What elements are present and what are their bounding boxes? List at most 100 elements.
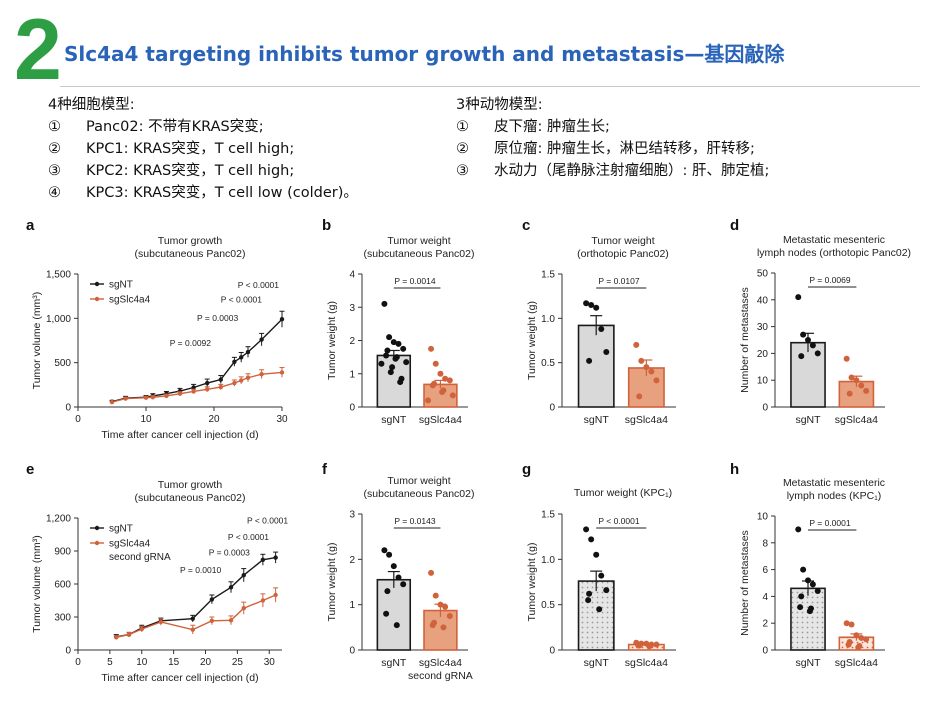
y-axis-label: Tumor weight (g) bbox=[526, 543, 538, 622]
y-tick-label: 1.0 bbox=[541, 314, 555, 325]
p-value-annotation: P = 0.0010 bbox=[180, 565, 221, 575]
p-value-annotation: P < 0.0001 bbox=[598, 516, 639, 526]
data-point bbox=[279, 370, 285, 375]
x-tick-label: 10 bbox=[140, 414, 152, 425]
data-point bbox=[259, 337, 264, 342]
data-point bbox=[209, 597, 215, 602]
data-point bbox=[139, 626, 144, 632]
slide-number: 2 bbox=[14, 2, 62, 98]
bar-sgNT bbox=[790, 587, 826, 651]
y-tick-label: 500 bbox=[54, 358, 71, 369]
data-point bbox=[390, 563, 397, 570]
y-tick-label: 1 bbox=[349, 369, 355, 380]
x-tick-label: 20 bbox=[200, 657, 212, 668]
data-point bbox=[855, 644, 862, 651]
chart-subtitle: lymph nodes (KPC₁) bbox=[787, 490, 882, 502]
p-value-annotation: P < 0.0001 bbox=[247, 516, 288, 526]
data-point bbox=[158, 619, 164, 625]
data-point bbox=[239, 378, 244, 383]
data-point bbox=[446, 377, 453, 384]
data-point bbox=[648, 368, 655, 375]
data-point bbox=[393, 622, 400, 629]
data-point bbox=[596, 606, 603, 613]
data-point bbox=[429, 382, 436, 389]
data-point bbox=[397, 379, 404, 386]
data-point bbox=[432, 360, 439, 367]
data-point bbox=[797, 604, 804, 611]
p-value-annotation: P = 0.0069 bbox=[809, 275, 850, 285]
p-value-annotation: P = 0.0143 bbox=[394, 516, 435, 526]
y-tick-label: 30 bbox=[757, 322, 769, 333]
x-tick-label: 15 bbox=[168, 657, 180, 668]
data-point bbox=[425, 397, 432, 404]
data-point bbox=[400, 581, 407, 588]
p-value-annotation: P = 0.0003 bbox=[209, 547, 250, 557]
data-point bbox=[232, 380, 237, 386]
data-point bbox=[383, 352, 390, 359]
data-point bbox=[384, 588, 391, 595]
data-point bbox=[638, 357, 645, 364]
data-point bbox=[232, 359, 237, 364]
data-point bbox=[241, 606, 246, 611]
data-point bbox=[843, 620, 850, 627]
list-item: ③ 水动力（尾静脉注射瘤细胞）: 肝、肺定植; bbox=[456, 160, 769, 182]
y-tick-label: 2 bbox=[349, 555, 355, 566]
panel-letter-e: e bbox=[26, 461, 34, 478]
data-point bbox=[245, 349, 251, 355]
y-tick-label: 1,500 bbox=[46, 270, 71, 281]
series-line-sgSlc4a4 bbox=[116, 594, 276, 639]
data-point bbox=[273, 555, 278, 560]
list-text: 皮下瘤: 肿瘤生长; bbox=[494, 119, 610, 135]
panel-letter-a: a bbox=[26, 217, 35, 234]
y-axis-label: Tumor weight (g) bbox=[526, 301, 538, 380]
y-tick-label: 0 bbox=[65, 646, 71, 657]
title-divider bbox=[60, 86, 920, 87]
panel-letter-c: c bbox=[522, 217, 530, 234]
data-point bbox=[593, 551, 600, 558]
data-point bbox=[636, 393, 643, 400]
legend-marker bbox=[94, 540, 100, 546]
data-point bbox=[583, 300, 590, 307]
data-point bbox=[588, 302, 595, 309]
chart-title: Metastatic mesenteric bbox=[783, 477, 885, 489]
data-point bbox=[392, 355, 399, 362]
list-item: ③ KPC2: KRAS突变，T cell high; bbox=[48, 160, 358, 182]
data-point bbox=[150, 395, 155, 400]
y-tick-label: 1.0 bbox=[541, 555, 555, 566]
panel-letter-h: h bbox=[730, 461, 739, 478]
list-item: ① Panc02: 不带有KRAS突变; bbox=[48, 116, 358, 138]
data-point bbox=[798, 353, 805, 360]
y-tick-label: 600 bbox=[54, 580, 71, 591]
legend-label: sgNT bbox=[109, 524, 133, 535]
data-point bbox=[428, 345, 435, 352]
data-point bbox=[853, 377, 860, 384]
x-tick-label: 25 bbox=[232, 657, 244, 668]
y-tick-label: 1,200 bbox=[46, 514, 71, 525]
chart-subtitle: (subcutaneous Panc02) bbox=[135, 492, 246, 504]
data-point bbox=[390, 339, 397, 346]
bar-sgNT bbox=[376, 578, 412, 651]
legend-label: sgNT bbox=[109, 280, 133, 291]
p-value-annotation: P = 0.0003 bbox=[197, 313, 238, 323]
line-chart-a: Tumor growth(subcutaneous Panc02) 0 500 1,0… bbox=[31, 235, 288, 441]
data-point bbox=[143, 395, 149, 400]
panel-letter-f: f bbox=[322, 461, 328, 478]
data-point bbox=[260, 557, 266, 562]
y-tick-label: 300 bbox=[54, 613, 71, 624]
p-value-annotation: P = 0.0107 bbox=[598, 276, 639, 286]
chart-subtitle: (subcutaneous Panc02) bbox=[135, 248, 246, 260]
data-point bbox=[384, 347, 391, 354]
y-tick-label: 0.5 bbox=[541, 358, 555, 369]
data-point bbox=[432, 592, 439, 599]
data-point bbox=[395, 574, 402, 581]
legend-marker bbox=[94, 525, 100, 531]
data-point bbox=[863, 387, 870, 394]
y-axis-label: Number of metastases bbox=[739, 530, 751, 636]
data-point bbox=[795, 526, 802, 533]
data-point bbox=[429, 622, 436, 629]
data-point bbox=[635, 642, 642, 649]
y-tick-label: 0 bbox=[549, 403, 555, 414]
data-point bbox=[205, 380, 210, 386]
category-label: sgSlc4a4 bbox=[625, 657, 668, 669]
data-point bbox=[191, 385, 196, 390]
